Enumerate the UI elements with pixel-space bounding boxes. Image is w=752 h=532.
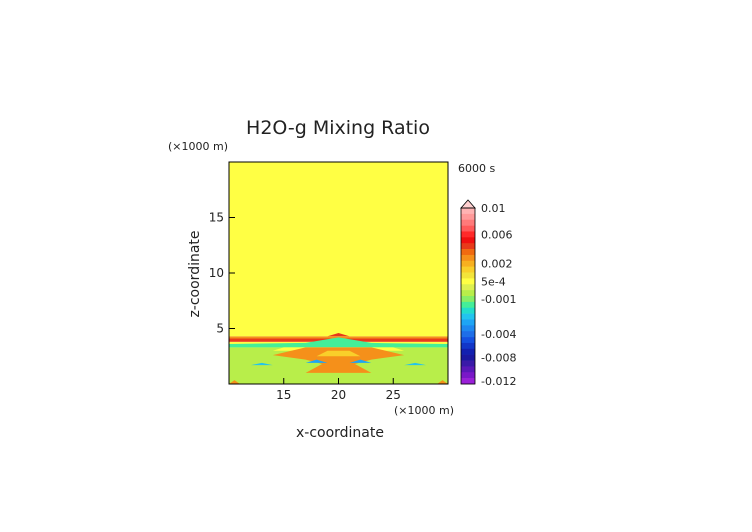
colorbar-swatch — [461, 331, 475, 338]
colorbar-border — [460, 207, 476, 385]
colorbar-swatch — [461, 254, 475, 262]
x-tick-label: 20 — [331, 388, 346, 402]
y-tick-label: 5 — [216, 322, 224, 336]
y-tick-label: 15 — [209, 211, 224, 225]
colorbar-swatch — [461, 348, 475, 355]
x-tick-label: 25 — [386, 388, 401, 402]
colorbar-swatch — [461, 296, 475, 303]
colorbar-swatch — [461, 313, 475, 320]
colorbar-swatch — [461, 301, 475, 309]
colorbar-swatch — [461, 360, 475, 367]
colorbar-swatch — [461, 342, 475, 350]
y-axis-ticks: 5 10 15 — [209, 211, 235, 336]
colorbar-swatch — [461, 307, 475, 314]
contour-region — [327, 332, 350, 337]
colorbar-label: -0.001 — [481, 293, 516, 306]
contour-region — [272, 347, 405, 373]
y-unit-label: (×1000 m) — [168, 140, 228, 153]
colorbar: 0.01 0.006 0.002 5e-4 -0.001 -0.004 -0.008 -0.0… — [460, 199, 516, 388]
colorbar-swatch — [461, 266, 475, 273]
colorbar-swatch — [461, 319, 475, 326]
contour-region — [250, 362, 273, 366]
contour-region — [349, 359, 372, 363]
colorbar-swatch — [461, 219, 475, 226]
contour-region — [437, 380, 448, 384]
colorbar-swatch — [461, 354, 475, 361]
colorbar-swatch — [461, 372, 475, 379]
colorbar-extend-arrow — [460, 199, 476, 209]
contour-band — [229, 162, 448, 337]
y-axis-label: z-coordinate — [187, 230, 203, 317]
colorbar-label: -0.012 — [481, 375, 516, 388]
colorbar-swatch — [461, 231, 475, 238]
contour-field — [229, 162, 448, 384]
colorbar-label: 0.006 — [481, 228, 513, 241]
contour-region — [305, 359, 328, 363]
colorbar-swatch — [461, 225, 475, 232]
colorbar-label: -0.008 — [481, 352, 516, 365]
x-axis-label: x-coordinate — [296, 425, 384, 441]
contour-region — [316, 350, 361, 357]
colorbar-swatch — [461, 237, 475, 244]
colorbar-swatch — [461, 208, 475, 215]
contour-region — [229, 337, 448, 348]
colorbar-swatch — [461, 260, 475, 267]
colorbar-swatch — [461, 284, 475, 291]
y-tick-label: 10 — [209, 266, 224, 280]
x-axis-ticks: 15 20 25 — [276, 378, 401, 402]
colorbar-swatch — [461, 213, 475, 221]
colorbar-swatch — [461, 366, 475, 373]
colorbar-swatch — [461, 278, 475, 285]
colorbar-label: 0.01 — [481, 202, 506, 215]
contour-region — [229, 380, 240, 384]
colorbar-swatch — [461, 378, 475, 385]
colorbar-swatch — [461, 272, 475, 279]
colorbar-label: 5e-4 — [481, 275, 506, 288]
x-tick-label: 15 — [276, 388, 291, 402]
chart-title: H2O-g Mixing Ratio — [246, 117, 430, 139]
colorbar-swatch — [461, 325, 475, 332]
colorbar-swatch — [461, 290, 475, 297]
contour-region — [404, 362, 427, 366]
colorbar-swatch — [461, 243, 475, 250]
colorbar-swatch — [461, 337, 475, 344]
colorbar-label: -0.004 — [481, 328, 516, 341]
time-label: 6000 s — [458, 162, 495, 175]
x-unit-label: (×1000 m) — [394, 404, 454, 417]
colorbar-swatch — [461, 249, 475, 256]
colorbar-label: 0.002 — [481, 258, 513, 271]
